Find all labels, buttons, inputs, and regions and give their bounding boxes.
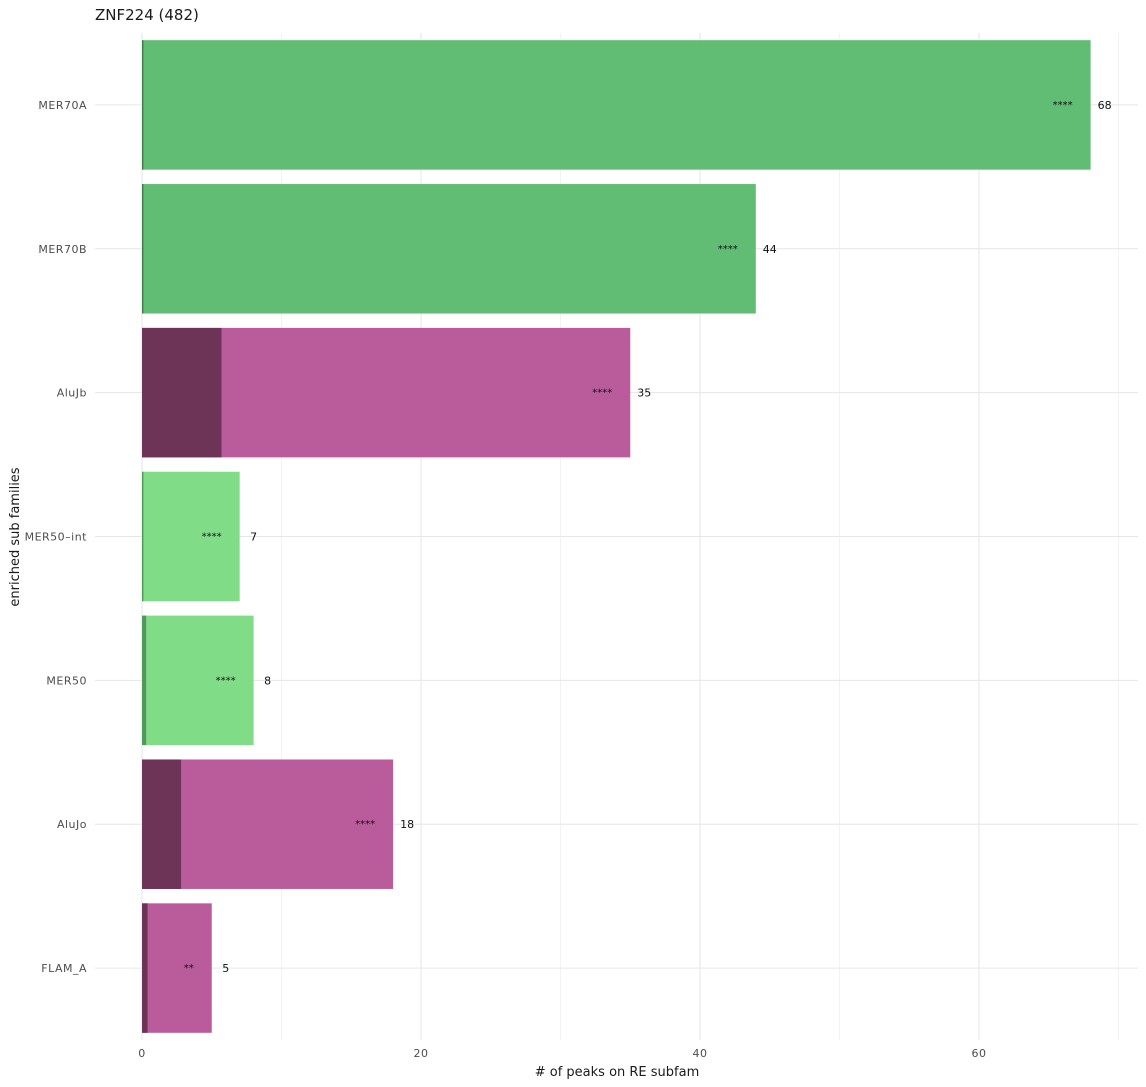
chart-title: ZNF224 (482): [95, 6, 199, 24]
value-label: 35: [637, 387, 651, 400]
value-label: 8: [264, 674, 271, 687]
y-axis-ticks: MER70A MER70B AluJb MER50–int MER50 AluJo FLAM…: [25, 99, 88, 975]
y-tick-label: MER70A: [38, 99, 87, 112]
y-tick-label: AluJb: [57, 387, 87, 400]
significance-label: ****: [355, 819, 375, 830]
bar-background: [142, 40, 144, 170]
significance-label: ****: [216, 675, 236, 686]
bar-peaks: [142, 327, 631, 458]
x-tick-label: 20: [414, 1047, 429, 1060]
value-label: 44: [763, 243, 777, 256]
bar-background: [142, 327, 222, 458]
bar-labels: **** 68 **** 44 **** 35 **** 7 **** 8 **** 18 ** 5: [184, 99, 1112, 975]
bar-background: [142, 759, 182, 889]
x-axis-ticks: 0 20 40 60: [138, 1047, 986, 1060]
bar-peaks: [142, 184, 756, 314]
significance-label: ****: [718, 244, 738, 255]
significance-label: ****: [1053, 100, 1073, 111]
value-label: 68: [1098, 99, 1112, 112]
y-tick-label: MER70B: [38, 243, 87, 256]
bar-peaks: [142, 40, 1091, 170]
x-tick-label: 40: [693, 1047, 708, 1060]
y-axis-title: enriched sub families: [8, 467, 23, 606]
bar-peaks: [142, 903, 212, 1033]
bar-peaks: [142, 759, 394, 889]
value-label: 7: [250, 531, 257, 544]
x-axis-title: # of peaks on RE subfam: [535, 1065, 700, 1080]
x-tick-label: 0: [138, 1047, 146, 1060]
value-label: 5: [222, 962, 229, 975]
significance-label: ****: [592, 388, 612, 399]
bars: [142, 40, 1091, 1033]
y-tick-label: AluJo: [57, 818, 87, 831]
value-label: 18: [400, 818, 414, 831]
bar-peaks: [142, 615, 254, 746]
bar-background: [142, 184, 144, 314]
x-tick-label: 60: [972, 1047, 987, 1060]
y-tick-label: FLAM_A: [41, 962, 87, 975]
bar-background: [142, 903, 148, 1033]
bar-background: [142, 615, 147, 746]
bar-background: [142, 471, 144, 602]
significance-label: ****: [202, 532, 222, 543]
significance-label: **: [184, 963, 194, 974]
y-tick-label: MER50: [46, 674, 87, 687]
y-tick-label: MER50–int: [25, 531, 88, 544]
bar-peaks: [142, 471, 240, 602]
